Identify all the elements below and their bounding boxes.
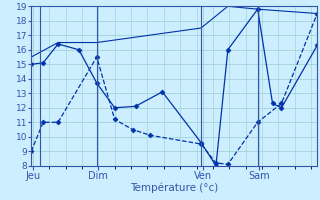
X-axis label: Température (°c): Température (°c) xyxy=(130,183,218,193)
